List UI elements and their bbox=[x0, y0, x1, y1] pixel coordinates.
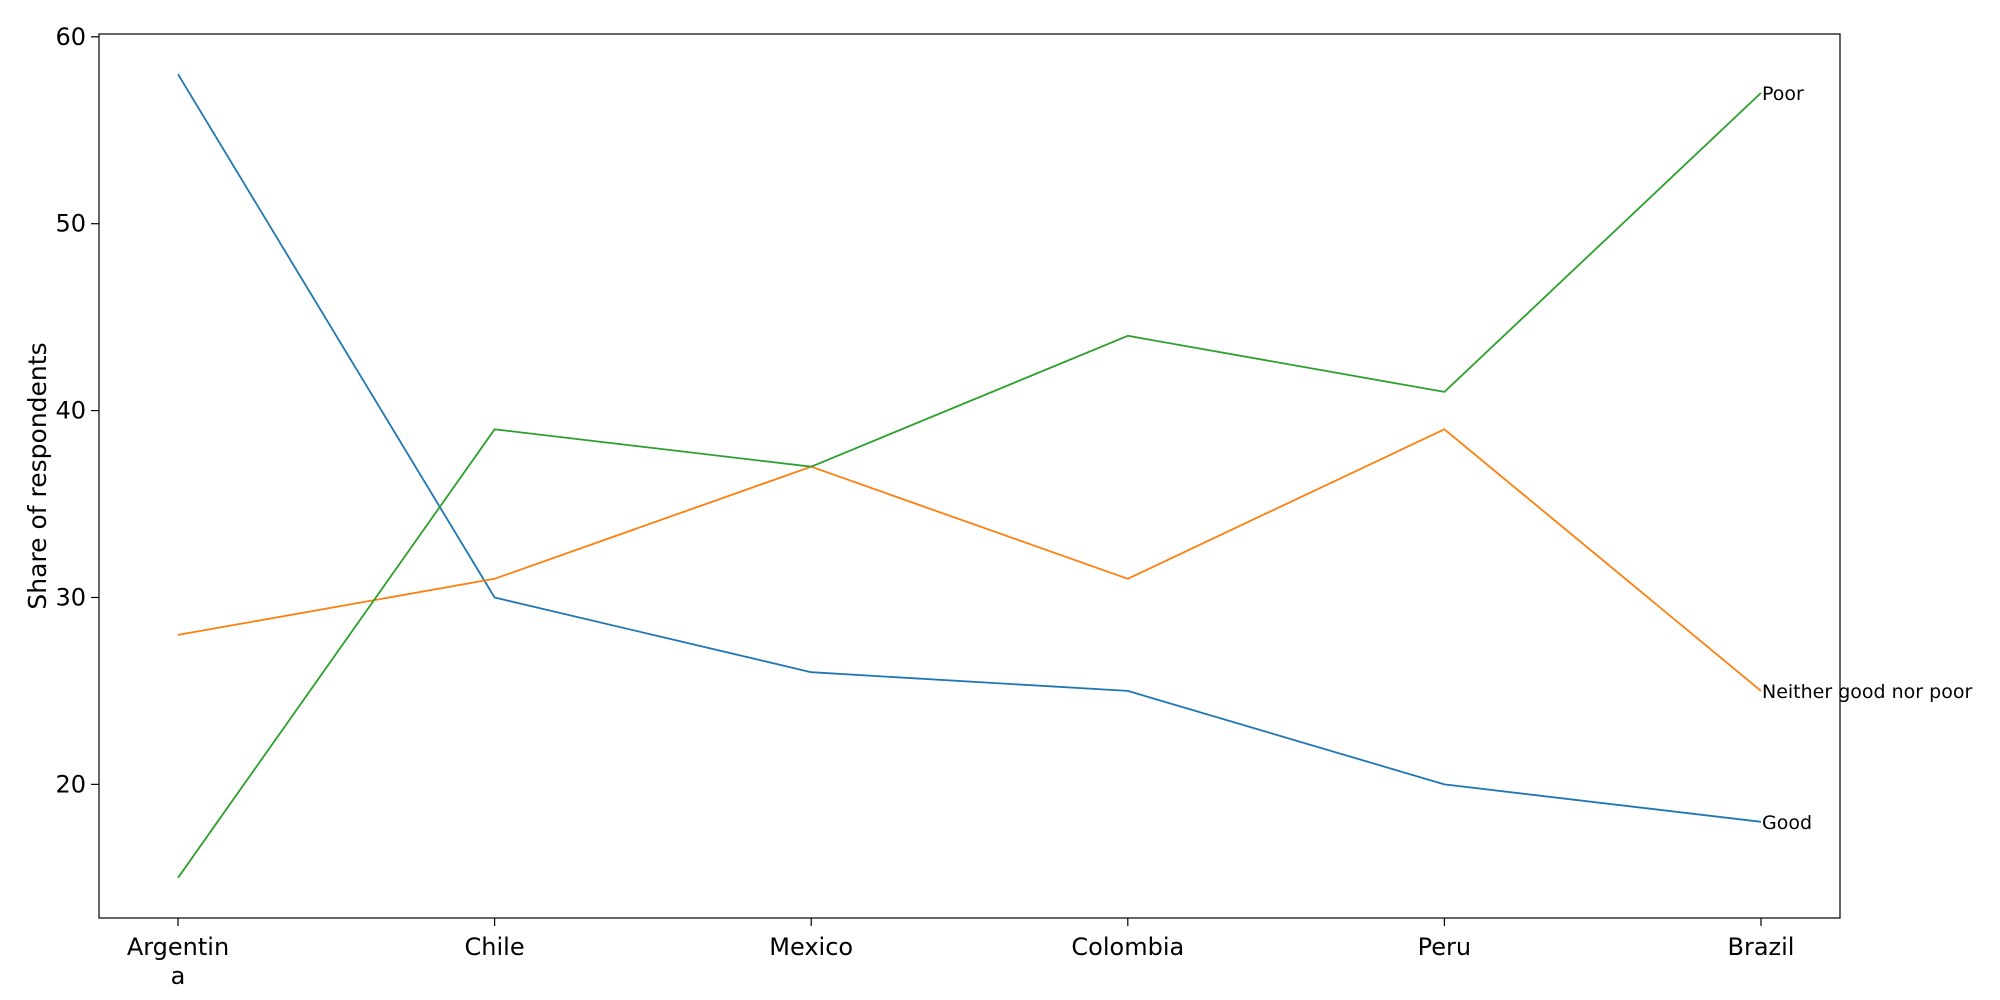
y-tick-label: 60 bbox=[55, 23, 86, 51]
y-tick-label: 30 bbox=[55, 583, 86, 611]
series-line-poor bbox=[177, 92, 1762, 879]
x-tick-label: Colombia bbox=[1071, 933, 1184, 961]
series-lines bbox=[177, 73, 1762, 879]
y-tick-label: 20 bbox=[55, 770, 86, 798]
x-tick-label: Mexico bbox=[769, 933, 853, 961]
x-tick-label: Argentin a bbox=[127, 933, 229, 990]
y-tick-label: 40 bbox=[55, 397, 86, 425]
x-tick-label: Peru bbox=[1418, 933, 1471, 961]
plot-frame bbox=[98, 33, 1841, 919]
series-label-good: Good bbox=[1762, 812, 1812, 834]
x-axis: Argentin a Chile Mexico Colombia Peru Brazil bbox=[127, 918, 1795, 990]
series-line-neither-good-nor-poor bbox=[177, 428, 1762, 692]
x-tick-label: Chile bbox=[465, 933, 525, 961]
x-tick-label: Brazil bbox=[1728, 933, 1795, 961]
series-line-good bbox=[177, 73, 1762, 823]
series-label-poor: Poor bbox=[1762, 83, 1804, 105]
y-axis-label: Share of respondents bbox=[23, 342, 52, 609]
series-label-neither-good-nor-poor: Neither good nor poor bbox=[1762, 681, 1972, 703]
series-labels: Good Neither good nor poor Poor bbox=[1762, 83, 1972, 834]
y-axis: 20 30 40 50 60 bbox=[55, 23, 99, 798]
y-tick-label: 50 bbox=[55, 210, 86, 238]
